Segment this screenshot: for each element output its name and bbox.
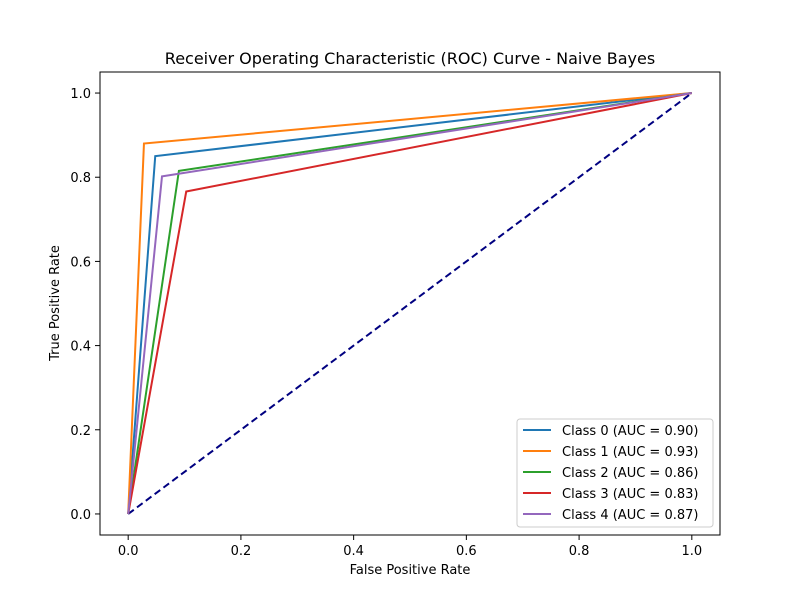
x-tick-label: 1.0 bbox=[681, 544, 702, 559]
x-axis-label: False Positive Rate bbox=[350, 563, 471, 578]
roc-line-class-3 bbox=[127, 92, 693, 515]
reference-diagonal-line bbox=[127, 92, 693, 515]
x-tick-label: 0.6 bbox=[456, 544, 477, 559]
x-tick-label: 0.8 bbox=[569, 544, 590, 559]
y-axis-label: True Positive Rate bbox=[48, 245, 63, 362]
legend: Class 0 (AUC = 0.90) Class 1 (AUC = 0.93)… bbox=[516, 418, 714, 528]
y-tick-label: 0.8 bbox=[70, 171, 91, 186]
x-tick-label: 0.4 bbox=[343, 544, 364, 559]
plot-frame bbox=[99, 71, 721, 536]
legend-box bbox=[516, 418, 714, 528]
legend-label-class-4: Class 4 (AUC = 0.87) bbox=[562, 508, 698, 523]
legend-label-class-0: Class 0 (AUC = 0.90) bbox=[562, 424, 698, 439]
legend-label-class-3: Class 3 (AUC = 0.83) bbox=[562, 487, 698, 502]
y-tick-label: 0.6 bbox=[70, 255, 91, 270]
roc-line-class-0 bbox=[127, 92, 692, 515]
x-tick-label: 0.2 bbox=[231, 544, 252, 559]
y-tick-label: 1.0 bbox=[70, 87, 91, 102]
x-tick-label: 0.0 bbox=[118, 544, 139, 559]
axis-ticks: 0.0 0.2 0.4 0.6 0.8 1.0 0.0 0.2 0.4 0.6 0.8 1.0 bbox=[70, 87, 702, 559]
y-tick-label: 0.2 bbox=[70, 424, 91, 439]
legend-label-class-2: Class 2 (AUC = 0.86) bbox=[562, 466, 698, 481]
legend-label-class-1: Class 1 (AUC = 0.93) bbox=[562, 445, 698, 460]
roc-line-class-4 bbox=[127, 92, 692, 515]
y-tick-label: 0.4 bbox=[70, 340, 91, 355]
plot-area bbox=[127, 92, 693, 515]
chart-title: Receiver Operating Characteristic (ROC) … bbox=[165, 49, 655, 68]
roc-line-class-1 bbox=[127, 92, 692, 514]
y-tick-label: 0.0 bbox=[70, 508, 91, 523]
